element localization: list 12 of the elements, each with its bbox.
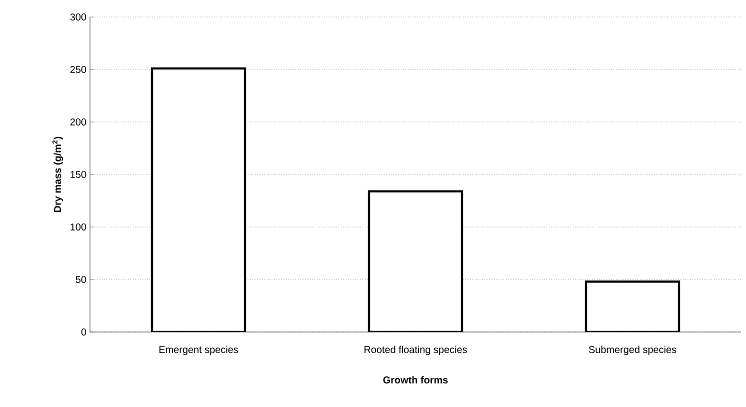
x-axis-title: Growth forms <box>383 376 448 384</box>
y-tick-label: 300 <box>70 13 86 21</box>
x-tick-label: Emergent species <box>159 346 238 356</box>
y-tick-label: 250 <box>70 66 86 74</box>
x-tick-label: Rooted floating species <box>364 346 467 356</box>
y-tick-label: 0 <box>81 328 86 336</box>
y-tick-label: 100 <box>70 223 86 231</box>
y-tick-label: 200 <box>70 118 86 126</box>
y-tick-label: 150 <box>70 170 86 178</box>
y-tick-label: 50 <box>76 276 86 284</box>
y-axis-title: Dry mass (g/m$^{2}$) <box>52 136 64 212</box>
x-tick-label: Submerged species <box>588 346 676 356</box>
